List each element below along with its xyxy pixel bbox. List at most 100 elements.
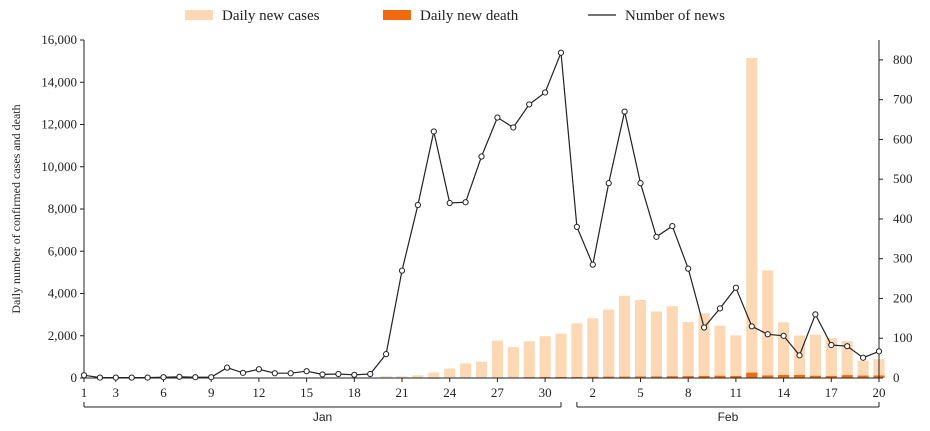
death-bar	[666, 376, 678, 378]
death-bar	[603, 376, 615, 378]
news-point	[573, 223, 581, 230]
news-point	[828, 341, 835, 349]
death-bar	[698, 375, 710, 378]
news-point	[844, 343, 851, 350]
legend-label-0: Daily new cases	[222, 8, 320, 24]
cases-bar	[634, 300, 647, 378]
x-tick-label: 14	[777, 385, 791, 400]
news-point	[860, 354, 867, 361]
cases-bar	[475, 361, 488, 378]
news-points	[80, 49, 883, 381]
x-tick-label: 24	[443, 385, 457, 400]
x-tick-label: 18	[348, 385, 361, 400]
cases-bar	[857, 360, 869, 378]
y-right-tick-label: 0	[893, 370, 900, 385]
news-point	[542, 89, 549, 96]
x-tick-label: 9	[208, 385, 215, 400]
news-point	[80, 372, 88, 379]
cases-bar	[603, 309, 615, 378]
y-left-tick-label: 14,000	[41, 74, 77, 89]
cases-bar	[682, 322, 694, 378]
death-bar	[746, 372, 758, 378]
y-right-tick-label: 200	[893, 290, 913, 305]
x-tick-label: 6	[160, 385, 167, 400]
y-left-tick-label: 6,000	[48, 243, 77, 258]
y-left-tick-label: 4,000	[48, 286, 77, 301]
cases-bar	[396, 376, 408, 378]
news-point	[526, 101, 533, 108]
news-point	[716, 305, 724, 312]
news-point	[239, 369, 247, 376]
y-axis-label: Daily number of confirmed cases and deat…	[9, 104, 23, 313]
cases-bar	[778, 322, 790, 378]
cases-bar	[587, 318, 599, 378]
news-point	[367, 370, 374, 378]
x-tick-label: 12	[252, 385, 265, 400]
news-point	[192, 374, 199, 381]
news-point	[112, 374, 119, 381]
news-point	[796, 352, 803, 359]
death-bar	[730, 375, 742, 378]
y-right-tick-label: 700	[893, 92, 913, 107]
news-point	[764, 331, 771, 338]
news-point	[144, 374, 151, 381]
news-point	[621, 108, 628, 115]
news-point	[780, 332, 787, 339]
news-point	[128, 374, 135, 381]
cases-bar	[841, 341, 853, 378]
cases-bar	[507, 347, 519, 378]
x-tick-label: 2	[590, 385, 597, 400]
y-right-tick-label: 800	[893, 52, 913, 67]
legend-swatch-0	[185, 10, 213, 20]
y-left-tick-label: 16,000	[41, 32, 77, 47]
death-bar	[841, 375, 853, 378]
news-point	[462, 199, 469, 206]
news-point	[414, 201, 421, 209]
month-label: Feb	[718, 410, 739, 424]
x-tick-label: 17	[825, 385, 839, 400]
y-right-tick-label: 500	[893, 171, 913, 186]
legend-label-1: Daily new death	[420, 8, 519, 24]
news-point	[812, 311, 819, 318]
cases-bar	[539, 336, 551, 378]
legend: Daily new cases Daily new death Number of …	[185, 8, 725, 24]
news-point	[557, 49, 565, 56]
y-left-tick-label: 12,000	[41, 117, 77, 132]
news-point	[478, 153, 485, 160]
cases-bar	[523, 341, 535, 378]
news-point	[160, 374, 167, 381]
x-tick-label: 27	[491, 385, 505, 400]
x-tick-label: 21	[396, 385, 409, 400]
y-left-tick-label: 8,000	[48, 201, 77, 216]
news-point	[430, 128, 437, 135]
cases-bar	[746, 57, 758, 379]
death-bar	[682, 376, 694, 378]
y-right-tick-label: 600	[893, 131, 913, 146]
y-right-tick-label: 100	[893, 330, 913, 345]
x-tick-label: 1	[81, 385, 88, 400]
news-point	[335, 370, 342, 378]
cases-bar	[825, 338, 837, 378]
news-point	[653, 233, 660, 240]
cases-bar	[698, 313, 710, 378]
cases-bar	[714, 325, 726, 378]
legend-swatch-1	[383, 10, 411, 20]
news-point	[494, 114, 501, 121]
news-point	[398, 267, 406, 274]
x-tick-label: 5	[637, 385, 644, 400]
news-point	[303, 368, 310, 375]
death-bar	[714, 375, 726, 378]
death-bar	[762, 375, 774, 378]
news-line	[83, 52, 880, 379]
news-point	[208, 374, 215, 381]
y-right-tick-label: 300	[893, 251, 913, 266]
y-left-tick-label: 0	[71, 370, 78, 385]
news-point	[669, 222, 676, 230]
cases-bar	[809, 334, 821, 378]
cases-bar	[762, 270, 774, 378]
news-point	[637, 180, 644, 187]
death-bar	[634, 376, 647, 378]
cases-bar	[380, 376, 392, 378]
